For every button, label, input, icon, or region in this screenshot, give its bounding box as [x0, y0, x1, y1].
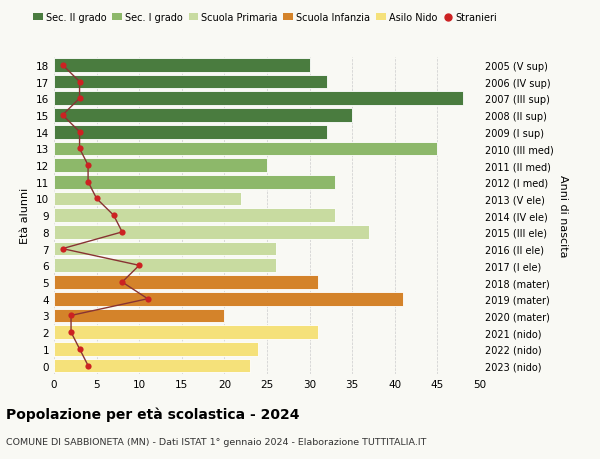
Bar: [54, 109, 352, 123]
Bar: [54, 359, 250, 373]
Point: [83, 362, 93, 369]
Bar: [54, 126, 326, 139]
Point: [109, 212, 118, 219]
Point: [75, 346, 85, 353]
Bar: [54, 142, 437, 156]
Point: [134, 262, 144, 269]
Bar: [54, 242, 275, 256]
Point: [118, 229, 127, 236]
Point: [75, 129, 85, 136]
Point: [92, 196, 101, 203]
Y-axis label: Età alunni: Età alunni: [20, 188, 31, 244]
Bar: [54, 259, 275, 273]
Point: [58, 246, 67, 253]
Point: [83, 162, 93, 169]
Text: Popolazione per età scolastica - 2024: Popolazione per età scolastica - 2024: [6, 406, 299, 421]
Point: [58, 62, 67, 69]
Bar: [54, 76, 326, 89]
Point: [66, 312, 76, 319]
Bar: [54, 59, 310, 73]
Y-axis label: Anni di nascita: Anni di nascita: [557, 174, 568, 257]
Text: COMUNE DI SABBIONETA (MN) - Dati ISTAT 1° gennaio 2024 - Elaborazione TUTTITALIA: COMUNE DI SABBIONETA (MN) - Dati ISTAT 1…: [6, 437, 427, 446]
Bar: [54, 175, 335, 189]
Point: [75, 78, 85, 86]
Bar: [54, 92, 463, 106]
Bar: [54, 325, 318, 339]
Point: [118, 279, 127, 286]
Bar: [54, 342, 259, 356]
Bar: [54, 159, 267, 173]
Bar: [54, 309, 224, 323]
Point: [75, 95, 85, 103]
Bar: [54, 192, 241, 206]
Point: [58, 112, 67, 119]
Bar: [54, 292, 403, 306]
Bar: [54, 209, 335, 223]
Legend: Sec. II grado, Sec. I grado, Scuola Primaria, Scuola Infanzia, Asilo Nido, Stran: Sec. II grado, Sec. I grado, Scuola Prim…: [34, 13, 497, 23]
Point: [75, 146, 85, 153]
Point: [66, 329, 76, 336]
Point: [143, 296, 152, 303]
Bar: [54, 275, 318, 289]
Bar: [54, 225, 369, 239]
Point: [83, 179, 93, 186]
